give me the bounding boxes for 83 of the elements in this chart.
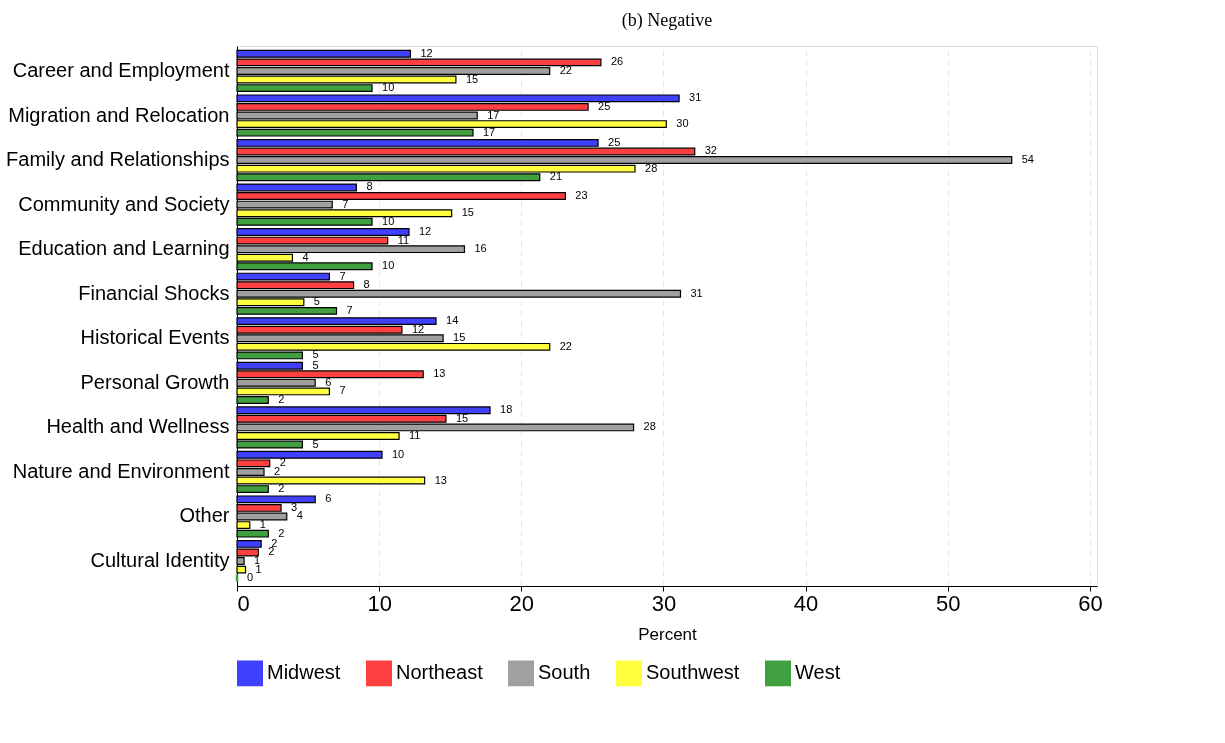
legend-label: South: [538, 661, 591, 684]
y-tick-label: Personal Growth: [80, 370, 230, 393]
data-label: 6: [325, 492, 332, 505]
data-label: 0: [247, 571, 254, 584]
data-label: 7: [339, 384, 346, 397]
data-label: 22: [559, 339, 572, 352]
data-label: 16: [474, 242, 487, 255]
data-label: 28: [643, 420, 656, 433]
data-label: 23: [575, 189, 588, 202]
x-axis-title: Percent: [638, 624, 698, 644]
data-label: 28: [645, 161, 658, 174]
data-label: 21: [549, 170, 563, 183]
data-label: 6: [325, 375, 332, 388]
data-label: 31: [689, 91, 702, 104]
legend-label: Midwest: [267, 661, 341, 684]
data-label: 15: [453, 331, 466, 344]
y-tick-label: Education and Learning: [18, 237, 230, 260]
data-label: 13: [434, 473, 447, 486]
data-label: 15: [461, 206, 474, 219]
x-tick-label: 30: [651, 590, 677, 616]
data-label: 5: [312, 348, 319, 361]
data-label: 10: [382, 81, 395, 94]
x-tick-label: 50: [936, 590, 961, 616]
legend-label: Southwest: [646, 661, 740, 684]
y-tick-label: Historical Events: [80, 326, 230, 349]
y-tick-label: Community and Society: [18, 192, 230, 215]
y-tick-label: Cultural Identity: [90, 549, 230, 572]
data-label: 18: [500, 403, 513, 416]
x-tick-label: 60: [1078, 590, 1103, 616]
data-label: 4: [302, 250, 309, 263]
data-label: 25: [608, 135, 621, 148]
data-label: 11: [409, 428, 421, 441]
y-tick-label: Financial Shocks: [78, 281, 230, 304]
y-tick-label: Nature and Environment: [12, 459, 230, 482]
data-label: 2: [279, 456, 286, 469]
data-label: 12: [419, 225, 432, 238]
data-label: 12: [411, 322, 425, 335]
data-label: 30: [676, 117, 689, 130]
data-label: 10: [382, 214, 395, 227]
y-tick-label: Migration and Relocation: [8, 103, 230, 126]
data-label: 12: [420, 46, 433, 59]
y-tick-label: Career and Employment: [12, 58, 230, 81]
data-label: 31: [690, 286, 703, 299]
data-label: 2: [278, 482, 285, 495]
data-label: 17: [482, 125, 496, 138]
data-label: 2: [274, 464, 281, 477]
x-tick-label: 20: [509, 590, 535, 616]
chart-title: (b) Negative: [621, 10, 713, 31]
legend-label: Northeast: [396, 661, 484, 684]
y-tick-label: Health and Wellness: [46, 415, 230, 438]
x-tick-label: 0: [237, 590, 250, 616]
data-label: 7: [342, 197, 349, 210]
legend-label: West: [795, 661, 841, 684]
data-label: 1: [259, 518, 266, 531]
data-label: 26: [610, 55, 624, 68]
data-label: 14: [446, 314, 459, 327]
data-label: 10: [391, 447, 405, 460]
x-tick-label: 40: [793, 590, 819, 616]
data-label: 15: [465, 72, 479, 85]
y-tick-label: Family and Relationships: [6, 148, 230, 171]
data-label: 7: [346, 303, 353, 316]
data-label: 5: [312, 358, 319, 371]
data-label: 17: [487, 108, 500, 121]
data-label: 8: [363, 278, 370, 291]
data-label: 13: [433, 367, 446, 380]
data-label: 15: [455, 411, 469, 424]
data-label: 5: [313, 295, 320, 308]
data-label: 10: [382, 259, 395, 272]
data-label: 22: [559, 63, 572, 76]
data-label: 5: [312, 437, 319, 450]
data-label: 2: [278, 392, 285, 405]
data-label: 54: [1021, 153, 1034, 166]
data-label: 3: [291, 500, 298, 513]
y-tick-label: Other: [179, 504, 230, 527]
data-label: 25: [598, 99, 611, 112]
data-label: 4: [296, 509, 303, 522]
data-label: 1: [254, 554, 261, 567]
x-tick-label: 10: [367, 590, 392, 616]
data-label: 8: [366, 180, 373, 193]
data-label: 11: [397, 233, 410, 246]
data-label: 7: [339, 269, 346, 282]
data-label: 32: [704, 144, 717, 157]
data-label: 2: [278, 526, 285, 539]
